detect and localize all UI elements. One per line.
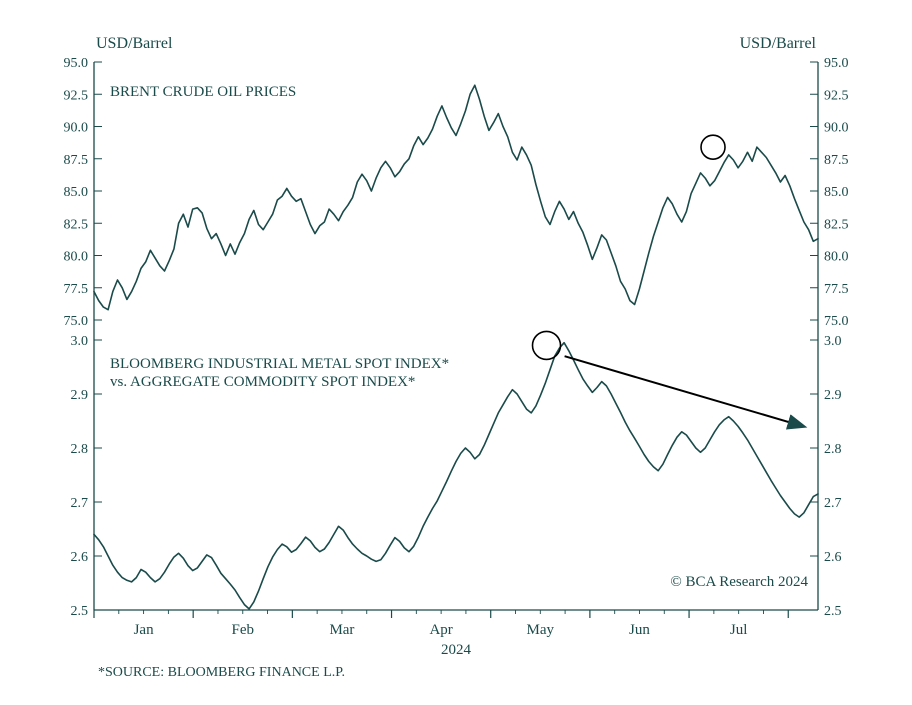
chart-container: USD/Barrel USD/Barrel 75.0 75.0 77.5 77.5 80.0… [20,20,892,685]
month-label: Feb [232,622,255,638]
left-axis-title: USD/Barrel [96,35,173,52]
ytick-label-left: 92.5 [64,88,89,103]
ytick-label-left: 80.0 [64,250,89,265]
ytick-label-left: 85.0 [64,185,89,200]
highlight-circle-2 [533,331,561,359]
brent-crude-line [94,85,818,310]
footnote-text: *SOURCE: BLOOMBERG FINANCE L.P. [98,665,345,680]
trend-arrow [565,356,804,426]
ytick-label-right: 2.6 [824,550,842,565]
ytick-label-right: 87.5 [824,153,849,168]
month-label: Apr [429,622,452,638]
ytick-label-right: 75.0 [824,314,849,329]
ytick-label-right: 80.0 [824,250,849,265]
ytick-label-right: 92.5 [824,88,849,103]
ytick-label-right: 2.5 [824,604,842,619]
panel2-title-line1: BLOOMBERG INDUSTRIAL METAL SPOT INDEX* [110,356,449,372]
month-label: May [527,622,555,638]
ytick-label-right: 2.7 [824,496,842,511]
year-label: 2024 [441,642,472,658]
ytick-label-left: 90.0 [64,121,89,136]
right-axis-title: USD/Barrel [740,35,817,52]
ytick-label-right: 95.0 [824,56,849,71]
ytick-label-left: 95.0 [64,56,89,71]
ytick-label-right: 82.5 [824,217,849,232]
copyright-text: © BCA Research 2024 [670,574,808,590]
chart-svg: USD/Barrel USD/Barrel 75.0 75.0 77.5 77.5 80.0… [20,20,892,685]
ytick-label-left: 2.9 [71,388,89,403]
panel1-title: BRENT CRUDE OIL PRICES [110,84,296,100]
ytick-label-left: 77.5 [64,282,89,297]
ytick-label-right: 2.9 [824,388,842,403]
highlight-circle-1 [701,135,725,159]
ytick-label-left: 2.8 [71,442,89,457]
ytick-label-left: 2.6 [71,550,89,565]
ytick-label-left: 87.5 [64,153,89,168]
ytick-label-left: 75.0 [64,314,89,329]
month-label: Jul [730,622,748,638]
ytick-label-left: 2.5 [71,604,89,619]
ytick-label-left: 82.5 [64,217,89,232]
month-label: Mar [329,622,354,638]
ytick-label-right: 3.0 [824,334,842,349]
ytick-label-right: 2.8 [824,442,842,457]
ytick-label-right: 85.0 [824,185,849,200]
month-label: Jan [134,622,154,638]
ytick-label-left: 2.7 [71,496,89,511]
ytick-label-right: 77.5 [824,282,849,297]
ytick-label-right: 90.0 [824,121,849,136]
month-label: Jun [629,622,650,638]
ytick-label-left: 3.0 [71,334,89,349]
panel2-title-line2: vs. AGGREGATE COMMODITY SPOT INDEX* [110,374,415,390]
